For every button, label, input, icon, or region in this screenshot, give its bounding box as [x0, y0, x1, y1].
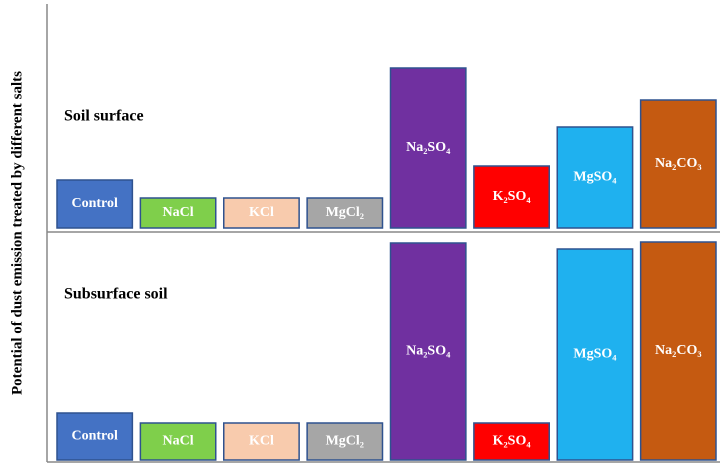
bar-label: MgCl₂: [326, 434, 364, 449]
bar: [389, 242, 467, 461]
bar-label: MgCl₂: [326, 205, 364, 220]
bar: [473, 165, 550, 229]
bar-label: Na₂SO₄: [406, 344, 451, 359]
y-axis-label: Potential of dust emission treated by di…: [9, 71, 25, 395]
bar-label: Na₂SO₄: [406, 140, 451, 155]
bar-label: MgSO₄: [573, 170, 617, 185]
bar: [473, 422, 550, 461]
bar-label: MgSO₄: [573, 347, 617, 362]
bar-label: NaCl: [163, 205, 194, 220]
bar-label: Na₂CO₃: [655, 156, 702, 171]
bar: [223, 197, 300, 229]
bar-label: K₂SO₄: [493, 434, 532, 449]
bar: [306, 197, 384, 229]
bar: [389, 67, 467, 229]
bar: [306, 422, 384, 461]
bar: [556, 126, 634, 229]
bar: [139, 422, 217, 461]
bar-label: KCl: [249, 205, 274, 220]
bar-label: Control: [71, 196, 118, 211]
bar: [139, 197, 217, 229]
panel-title: Subsurface soil: [64, 286, 168, 303]
bar: [56, 179, 134, 229]
bar: [223, 422, 300, 461]
bar: [556, 248, 634, 461]
panel-title: Soil surface: [64, 108, 144, 125]
bar: [639, 241, 717, 461]
bar: [639, 99, 717, 229]
bar-label: KCl: [249, 434, 274, 449]
bar: [56, 412, 134, 461]
bar-label: K₂SO₄: [493, 189, 532, 204]
bar-label: Control: [71, 429, 118, 444]
bar-label: Na₂CO₃: [655, 343, 702, 358]
bar-label: NaCl: [163, 434, 194, 449]
